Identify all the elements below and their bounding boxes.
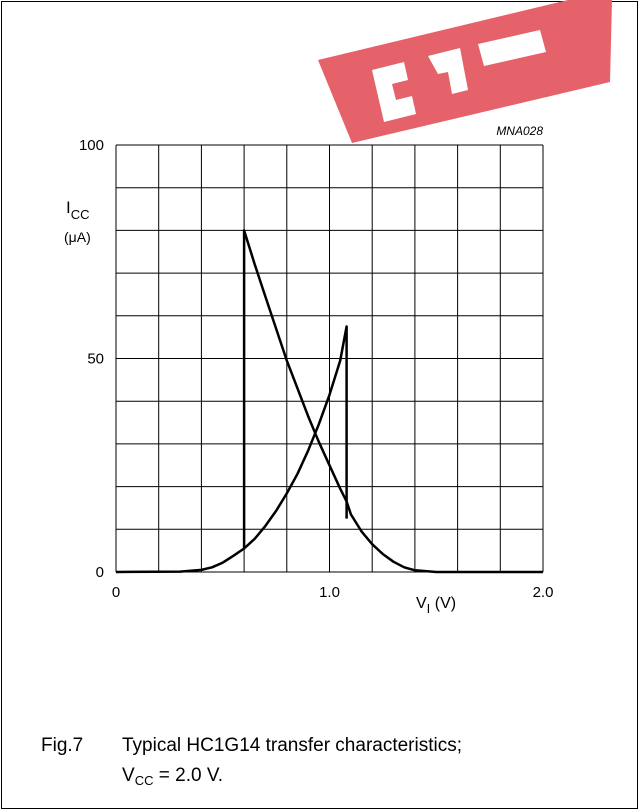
chart-grid [115, 144, 544, 573]
y-axis-label-main: I [66, 198, 71, 217]
caption-line2: VCC = 2.0 V. [122, 764, 223, 793]
x-axis-label-main: V [416, 595, 427, 612]
y-tick-label: 0 [96, 564, 104, 581]
caption-vcc-sub: CC [134, 773, 154, 788]
x-tick-label: 0 [112, 584, 120, 601]
y-axis-unit: (μA) [64, 229, 91, 245]
tick-labels: 0 1.0 2.0 0 50 100 [79, 137, 553, 601]
x-tick-label: 2.0 [533, 584, 554, 601]
caption-vcc-rest: = 2.0 V. [153, 765, 224, 786]
y-tick-label: 100 [79, 137, 104, 154]
caption-text: Typical HC1G14 transfer characteristics; [122, 735, 463, 756]
y-tick-label: 50 [87, 351, 104, 368]
x-tick-label: 1.0 [319, 584, 340, 601]
caption-fig-label: Fig.7 [41, 735, 84, 756]
chart-curves [115, 229, 543, 574]
y-axis-label-sub: CC [71, 207, 90, 222]
transfer-curve-1 [115, 325, 348, 574]
x-axis-label-sub: I [427, 601, 431, 616]
transfer-curve-2 [242, 229, 543, 574]
y-axis-label: ICC [66, 198, 90, 222]
watermark-logo [318, 0, 612, 143]
x-axis-label-unit: (V) [430, 595, 456, 612]
figure-code: MNA028 [496, 124, 543, 138]
caption-vcc-main: V [122, 765, 135, 786]
x-axis-label: VI (V) [416, 595, 456, 616]
